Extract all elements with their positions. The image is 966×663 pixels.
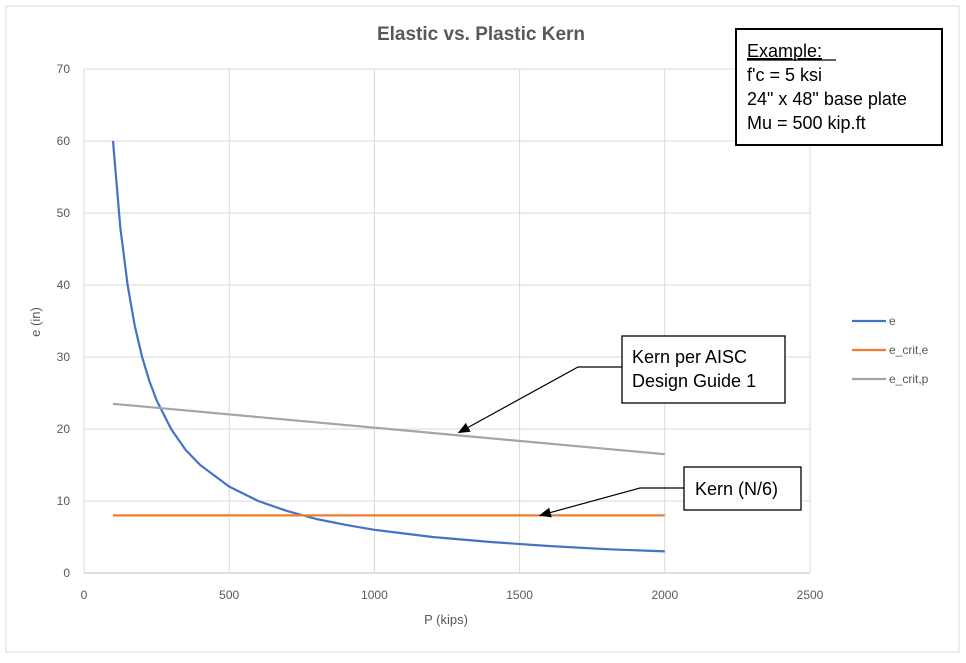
chart-border: [5, 5, 960, 653]
example-annotation-line-1: f'c = 5 ksi: [747, 65, 822, 85]
y-tick-label: 10: [57, 494, 71, 508]
chart-title: Elastic vs. Plastic Kern: [377, 24, 585, 45]
example-annotation-box: [735, 28, 943, 146]
y-tick-label: 60: [57, 134, 71, 148]
legend: e e_crit,e e_crit,p: [852, 314, 929, 386]
series-line-e: [111, 140, 665, 553]
aisc-kern-callout: Kern per AISC Design Guide 1: [457, 335, 786, 434]
y-axis-label: e (in): [28, 307, 43, 337]
y-tick-label: 70: [57, 62, 71, 76]
example-annotation: Example: f'c = 5 ksi 24" x 48" base plat…: [735, 28, 943, 146]
legend-label-e-crit-p: e_crit,p: [889, 372, 929, 386]
legend-label-e-crit-e: e_crit,e: [889, 343, 929, 357]
example-annotation-line-2: 24" x 48" base plate: [747, 89, 907, 109]
example-annotation-line-3: Mu = 500 kip.ft: [747, 113, 866, 133]
x-tick-label: 1500: [506, 588, 533, 602]
n6-kern-callout-text: Kern (N/6): [695, 479, 778, 499]
aisc-kern-callout-line-2: Design Guide 1: [632, 371, 756, 391]
n6-kern-callout-box: [683, 466, 802, 511]
x-tick-label: 2000: [651, 588, 678, 602]
aisc-kern-arrow: [457, 366, 622, 434]
n6-kern-callout: Kern (N/6): [538, 466, 802, 518]
y-tick-label: 30: [57, 350, 71, 364]
legend-label-e: e: [889, 314, 896, 328]
x-tick-label: 2500: [797, 588, 824, 602]
y-tick-label: 20: [57, 422, 71, 436]
x-tick-label: 500: [219, 588, 239, 602]
x-tick-label: 1000: [361, 588, 388, 602]
y-tick-label: 50: [57, 206, 71, 220]
y-tick-label: 0: [63, 566, 70, 580]
x-tick-label: 0: [81, 588, 88, 602]
y-tick-label: 40: [57, 278, 71, 292]
series-lines: [111, 140, 665, 553]
x-axis-label: P (kips): [424, 612, 468, 627]
aisc-kern-callout-line-1: Kern per AISC: [632, 347, 747, 367]
axes: 0 10 20 30 40 50 60 70 0 500 1000 1500 2000 2500: [57, 62, 824, 602]
aisc-kern-callout-box: [621, 335, 786, 404]
example-annotation-heading: Example:: [747, 41, 822, 61]
n6-kern-arrow: [538, 487, 684, 518]
series-line-e-crit-p: [112, 402, 665, 456]
